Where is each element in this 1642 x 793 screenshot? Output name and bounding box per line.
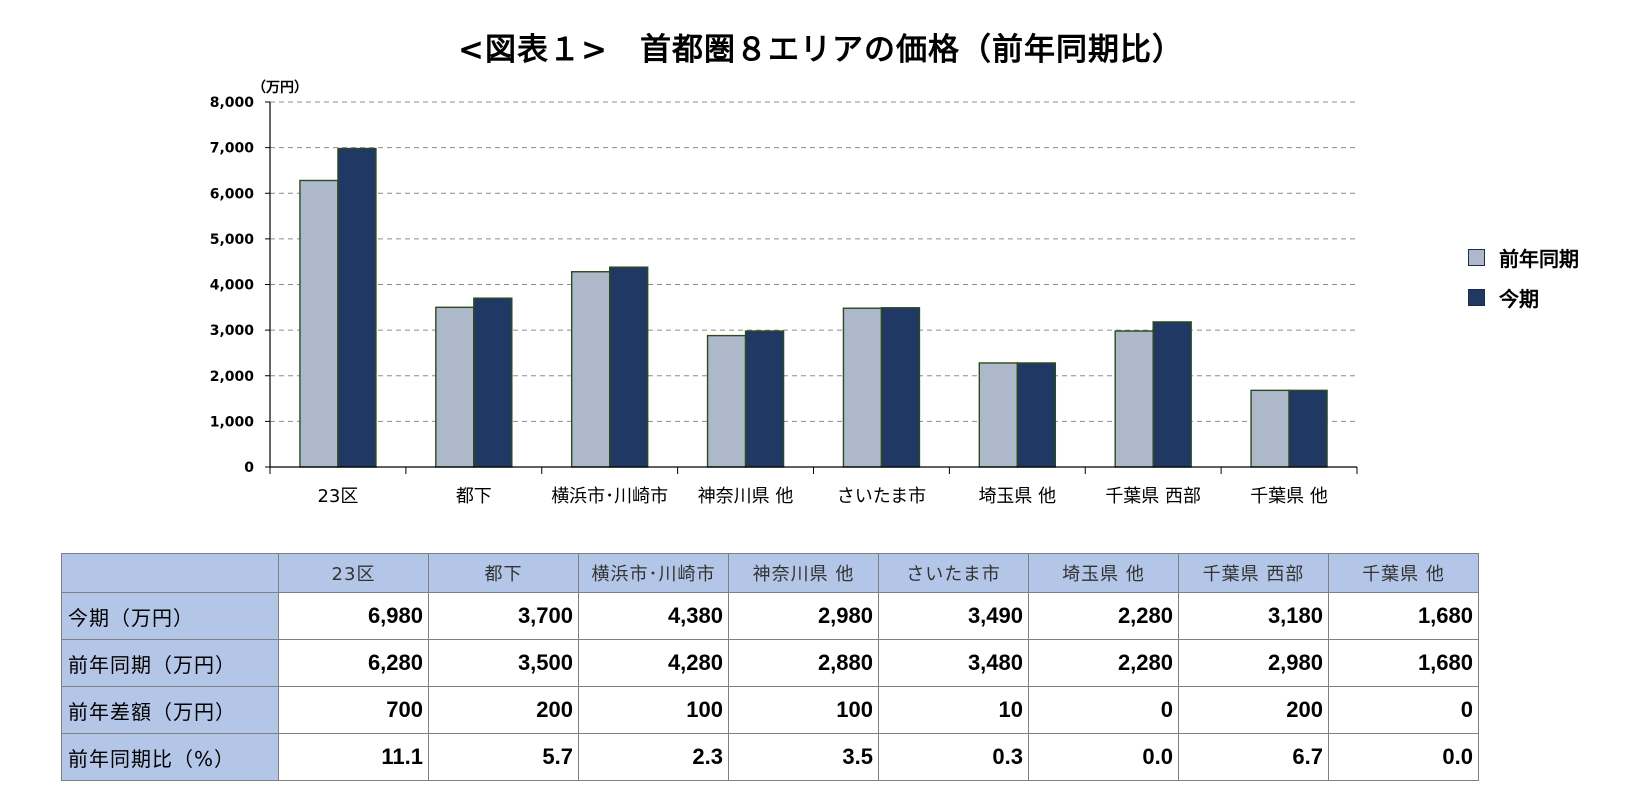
- bar-current: [744, 330, 785, 468]
- bar-previous: [706, 334, 747, 468]
- table-column-header: さいたま市: [878, 553, 1029, 593]
- y-tick-label: 0: [244, 460, 254, 476]
- legend-item-previous: 前年同期: [1468, 246, 1579, 271]
- x-axis-ticks: 23区 都下 横浜市･川崎市 神奈川県 他 さいたま市 埼玉県 他 千葉県 西部 千葉県 他: [269, 467, 1358, 507]
- table-cell: 4,280: [578, 639, 729, 687]
- x-tick-label: さいたま市: [837, 486, 926, 507]
- y-tick-label: 1,000: [210, 414, 255, 430]
- chart-title: <図表１> 首都圏８エリアの価格（前年同期比）: [458, 32, 1184, 68]
- bar-current: [880, 307, 921, 468]
- table-cell: 6.7: [1178, 733, 1329, 781]
- bar-previous: [1250, 389, 1290, 468]
- bar-previous: [570, 271, 611, 468]
- gridlines: [270, 101, 1357, 422]
- table-row-label: 今期（万円）: [61, 592, 279, 640]
- table-row-previous: 前年同期（万円） 6,280 3,500 4,280 2,880 3,480 2…: [61, 639, 1479, 687]
- table-header-row: 23区 都下 横浜市･川崎市 神奈川県 他 さいたま市 埼玉県 他 千葉県 西部…: [61, 553, 1479, 593]
- table-cell: 0: [1028, 686, 1179, 734]
- bar-current: [608, 266, 649, 468]
- table-cell: 2,980: [728, 592, 879, 640]
- y-tick-label: 5,000: [210, 232, 255, 248]
- table-cell: 3,490: [878, 592, 1029, 640]
- table-cell: 200: [1178, 686, 1329, 734]
- table-cell: 100: [578, 686, 729, 734]
- table-cell: 3,500: [428, 639, 579, 687]
- bar-chart: （万円） 0 1,000 2,000 3,000 4,000 5,000 6,000 7,00…: [210, 80, 1358, 507]
- table-row-label: 前年同期（万円）: [61, 639, 279, 687]
- bars: [299, 147, 1328, 468]
- legend-label-current: 今期: [1499, 286, 1539, 311]
- x-tick-label: 埼玉県 他: [978, 486, 1056, 507]
- bar-previous: [299, 179, 339, 468]
- table-cell: 0: [1328, 686, 1479, 734]
- bar-current: [473, 297, 513, 468]
- table-row-ratio: 前年同期比（%） 11.1 5.7 2.3 3.5 0.3 0.0 6.7 0.…: [61, 733, 1479, 781]
- bar-previous: [1114, 330, 1154, 468]
- table-cell: 2,280: [1028, 592, 1179, 640]
- bar-current: [1016, 362, 1057, 468]
- y-tick-label: 3,000: [210, 323, 255, 339]
- table-cell: 0.3: [878, 733, 1029, 781]
- table-cell: 2.3: [578, 733, 729, 781]
- bar-previous: [435, 306, 475, 468]
- table-cell: 2,880: [728, 639, 879, 687]
- bar-previous: [842, 307, 883, 468]
- table-row-difference: 前年差額（万円） 700 200 100 100 10 0 200 0: [61, 686, 1479, 734]
- table-column-header: 都下: [428, 553, 579, 593]
- table-cell: 5.7: [428, 733, 579, 781]
- y-axis-unit: （万円）: [252, 80, 308, 96]
- table-cell: 3.5: [728, 733, 879, 781]
- bar-previous: [978, 362, 1019, 468]
- table-row-label: 前年差額（万円）: [61, 686, 279, 734]
- table-cell: 11.1: [278, 733, 429, 781]
- table-row-current: 今期（万円） 6,980 3,700 4,380 2,980 3,490 2,2…: [61, 592, 1479, 640]
- x-tick-label: 23区: [317, 486, 358, 507]
- table-corner-cell: [61, 553, 279, 593]
- table-column-header: 千葉県 他: [1328, 553, 1479, 593]
- table-column-header: 神奈川県 他: [728, 553, 879, 593]
- table-cell: 0.0: [1328, 733, 1479, 781]
- table-cell: 2,980: [1178, 639, 1329, 687]
- table-cell: 10: [878, 686, 1029, 734]
- table-cell: 6,980: [278, 592, 429, 640]
- bar-current: [1288, 389, 1328, 468]
- y-tick-label: 6,000: [210, 186, 255, 202]
- y-tick-label: 2,000: [210, 369, 255, 385]
- table-cell: 3,180: [1178, 592, 1329, 640]
- table-column-header: 23区: [278, 553, 429, 593]
- bar-current: [337, 147, 377, 468]
- table-row-label: 前年同期比（%）: [61, 733, 279, 781]
- table-cell: 2,280: [1028, 639, 1179, 687]
- legend-label-previous: 前年同期: [1499, 246, 1579, 271]
- table-cell: 3,480: [878, 639, 1029, 687]
- data-table: 23区 都下 横浜市･川崎市 神奈川県 他 さいたま市 埼玉県 他 千葉県 西部…: [61, 553, 1479, 781]
- table-cell: 700: [278, 686, 429, 734]
- table-cell: 6,280: [278, 639, 429, 687]
- y-tick-label: 7,000: [210, 141, 255, 157]
- y-tick-label: 4,000: [210, 278, 255, 294]
- x-tick-label: 千葉県 西部: [1105, 486, 1201, 507]
- legend-swatch-previous: [1468, 248, 1485, 266]
- x-tick-label: 都下: [456, 486, 492, 507]
- table-column-header: 横浜市･川崎市: [578, 553, 729, 593]
- table-cell: 1,680: [1328, 592, 1479, 640]
- x-tick-label: 横浜市･川崎市: [551, 486, 668, 507]
- table-column-header: 埼玉県 他: [1028, 553, 1179, 593]
- bar-current: [1152, 321, 1192, 468]
- table-cell: 3,700: [428, 592, 579, 640]
- y-tick-label: 8,000: [210, 95, 255, 111]
- legend-swatch-current: [1468, 288, 1485, 306]
- table-cell: 200: [428, 686, 579, 734]
- legend-item-current: 今期: [1468, 286, 1579, 311]
- table-cell: 100: [728, 686, 879, 734]
- x-tick-label: 神奈川県 他: [698, 486, 794, 507]
- x-tick-label: 千葉県 他: [1250, 486, 1328, 507]
- table-cell: 0.0: [1028, 733, 1179, 781]
- y-axis-ticks: 0 1,000 2,000 3,000 4,000 5,000 6,000 7,000 8,00…: [210, 95, 270, 476]
- legend: 前年同期 今期: [1468, 246, 1579, 326]
- table-column-header: 千葉県 西部: [1178, 553, 1329, 593]
- table-cell: 4,380: [578, 592, 729, 640]
- table-cell: 1,680: [1328, 639, 1479, 687]
